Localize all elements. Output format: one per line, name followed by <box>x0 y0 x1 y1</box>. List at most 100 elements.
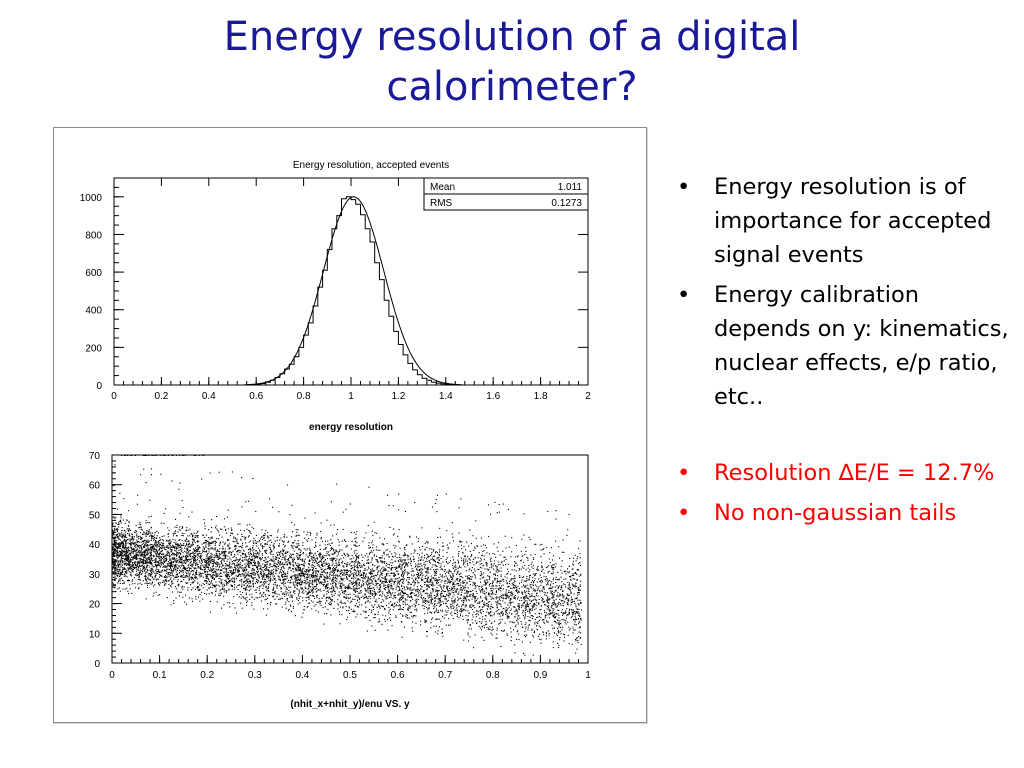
scatter-point <box>222 564 224 566</box>
scatter-point <box>127 551 129 553</box>
scatter-point <box>372 570 374 572</box>
scatter-point <box>569 557 571 559</box>
scatter-point <box>387 587 389 589</box>
scatter-point <box>461 541 463 543</box>
scatter-point <box>219 548 221 550</box>
scatter-point <box>366 584 368 586</box>
scatter-point <box>273 564 275 566</box>
scatter-point <box>216 569 218 571</box>
scatter-point <box>525 622 527 624</box>
scatter-point <box>114 537 116 539</box>
scatter-point <box>496 596 498 598</box>
scatter-point <box>183 574 185 576</box>
scatter-point <box>144 582 146 584</box>
scatter-point <box>547 599 549 601</box>
scatter-point <box>547 614 549 616</box>
scatter-point <box>298 556 300 558</box>
scatter-point <box>133 557 135 559</box>
scatter-point <box>424 567 426 569</box>
scatter-point <box>179 539 181 541</box>
scatter-point <box>360 574 362 576</box>
scatter-point <box>401 573 403 575</box>
stats-label: Mean <box>430 182 455 193</box>
scatter-point <box>528 624 530 626</box>
scatter-point <box>451 589 453 591</box>
scatter-point <box>291 504 293 506</box>
scatter-point <box>440 563 442 565</box>
scatter-point <box>427 542 429 544</box>
scatter-point <box>213 578 215 580</box>
scatter-point <box>172 566 174 568</box>
scatter-point <box>311 558 313 560</box>
scatter-point <box>529 609 531 611</box>
scatter-point <box>294 593 296 595</box>
scatter-point <box>163 581 165 583</box>
scatter-point <box>415 590 417 592</box>
scatter-point <box>143 565 145 567</box>
scatter-point <box>232 578 234 580</box>
scatter-point <box>433 570 435 572</box>
scatter-point <box>329 550 331 552</box>
scatter-point <box>361 584 363 586</box>
scatter-point <box>526 603 528 605</box>
scatter-point <box>355 590 357 592</box>
scatter-point <box>400 575 402 577</box>
scatter-point <box>266 575 268 577</box>
scatter-point <box>431 583 433 585</box>
scatter-point <box>213 561 215 563</box>
scatter-point <box>156 565 158 567</box>
scatter-point <box>472 592 474 594</box>
scatter-point <box>317 558 319 560</box>
scatter-point <box>440 594 442 596</box>
scatter-point <box>502 564 504 566</box>
scatter-point <box>471 554 473 556</box>
scatter-point <box>522 555 524 557</box>
scatter-point <box>352 610 354 612</box>
scatter-point <box>123 551 125 553</box>
scatter-point <box>325 588 327 590</box>
scatter-point <box>270 535 272 537</box>
scatter-point <box>216 601 218 603</box>
scatter-point <box>461 559 463 561</box>
scatter-point <box>511 592 513 594</box>
scatter-point <box>373 555 375 557</box>
scatter-point <box>519 574 521 576</box>
scatter-point <box>360 586 362 588</box>
scatter-point <box>321 558 323 560</box>
scatter-point <box>115 546 117 548</box>
scatter-point <box>131 541 133 543</box>
scatter-point <box>234 586 236 588</box>
scatter-point <box>193 557 195 559</box>
scatter-point <box>452 564 454 566</box>
scatter-point <box>568 586 570 588</box>
scatter-point <box>384 577 386 579</box>
scatter-point <box>245 559 247 561</box>
scatter-point <box>250 532 252 534</box>
scatter-point <box>510 579 512 581</box>
scatter-point <box>140 541 142 543</box>
scatter-point <box>299 572 301 574</box>
scatter-point <box>572 627 574 629</box>
scatter-point <box>580 632 582 634</box>
scatter-point <box>437 542 439 544</box>
scatter-point <box>328 567 330 569</box>
scatter-point <box>145 482 147 484</box>
scatter-point <box>245 599 247 601</box>
scatter-point <box>548 612 550 614</box>
scatter-point <box>378 565 380 567</box>
scatter-point <box>114 527 116 529</box>
scatter-point <box>220 572 222 574</box>
scatter-point <box>330 614 332 616</box>
scatter-point <box>195 549 197 551</box>
scatter-point <box>290 594 292 596</box>
scatter-point <box>270 572 272 574</box>
scatter-point <box>434 573 436 575</box>
scatter-point <box>398 599 400 601</box>
scatter-point <box>150 547 152 549</box>
scatter-point <box>116 530 118 532</box>
scatter-point <box>198 574 200 576</box>
scatter-point <box>313 557 315 559</box>
scatter-point <box>231 586 233 588</box>
scatter-point <box>307 582 309 584</box>
scatter-point <box>112 571 114 573</box>
